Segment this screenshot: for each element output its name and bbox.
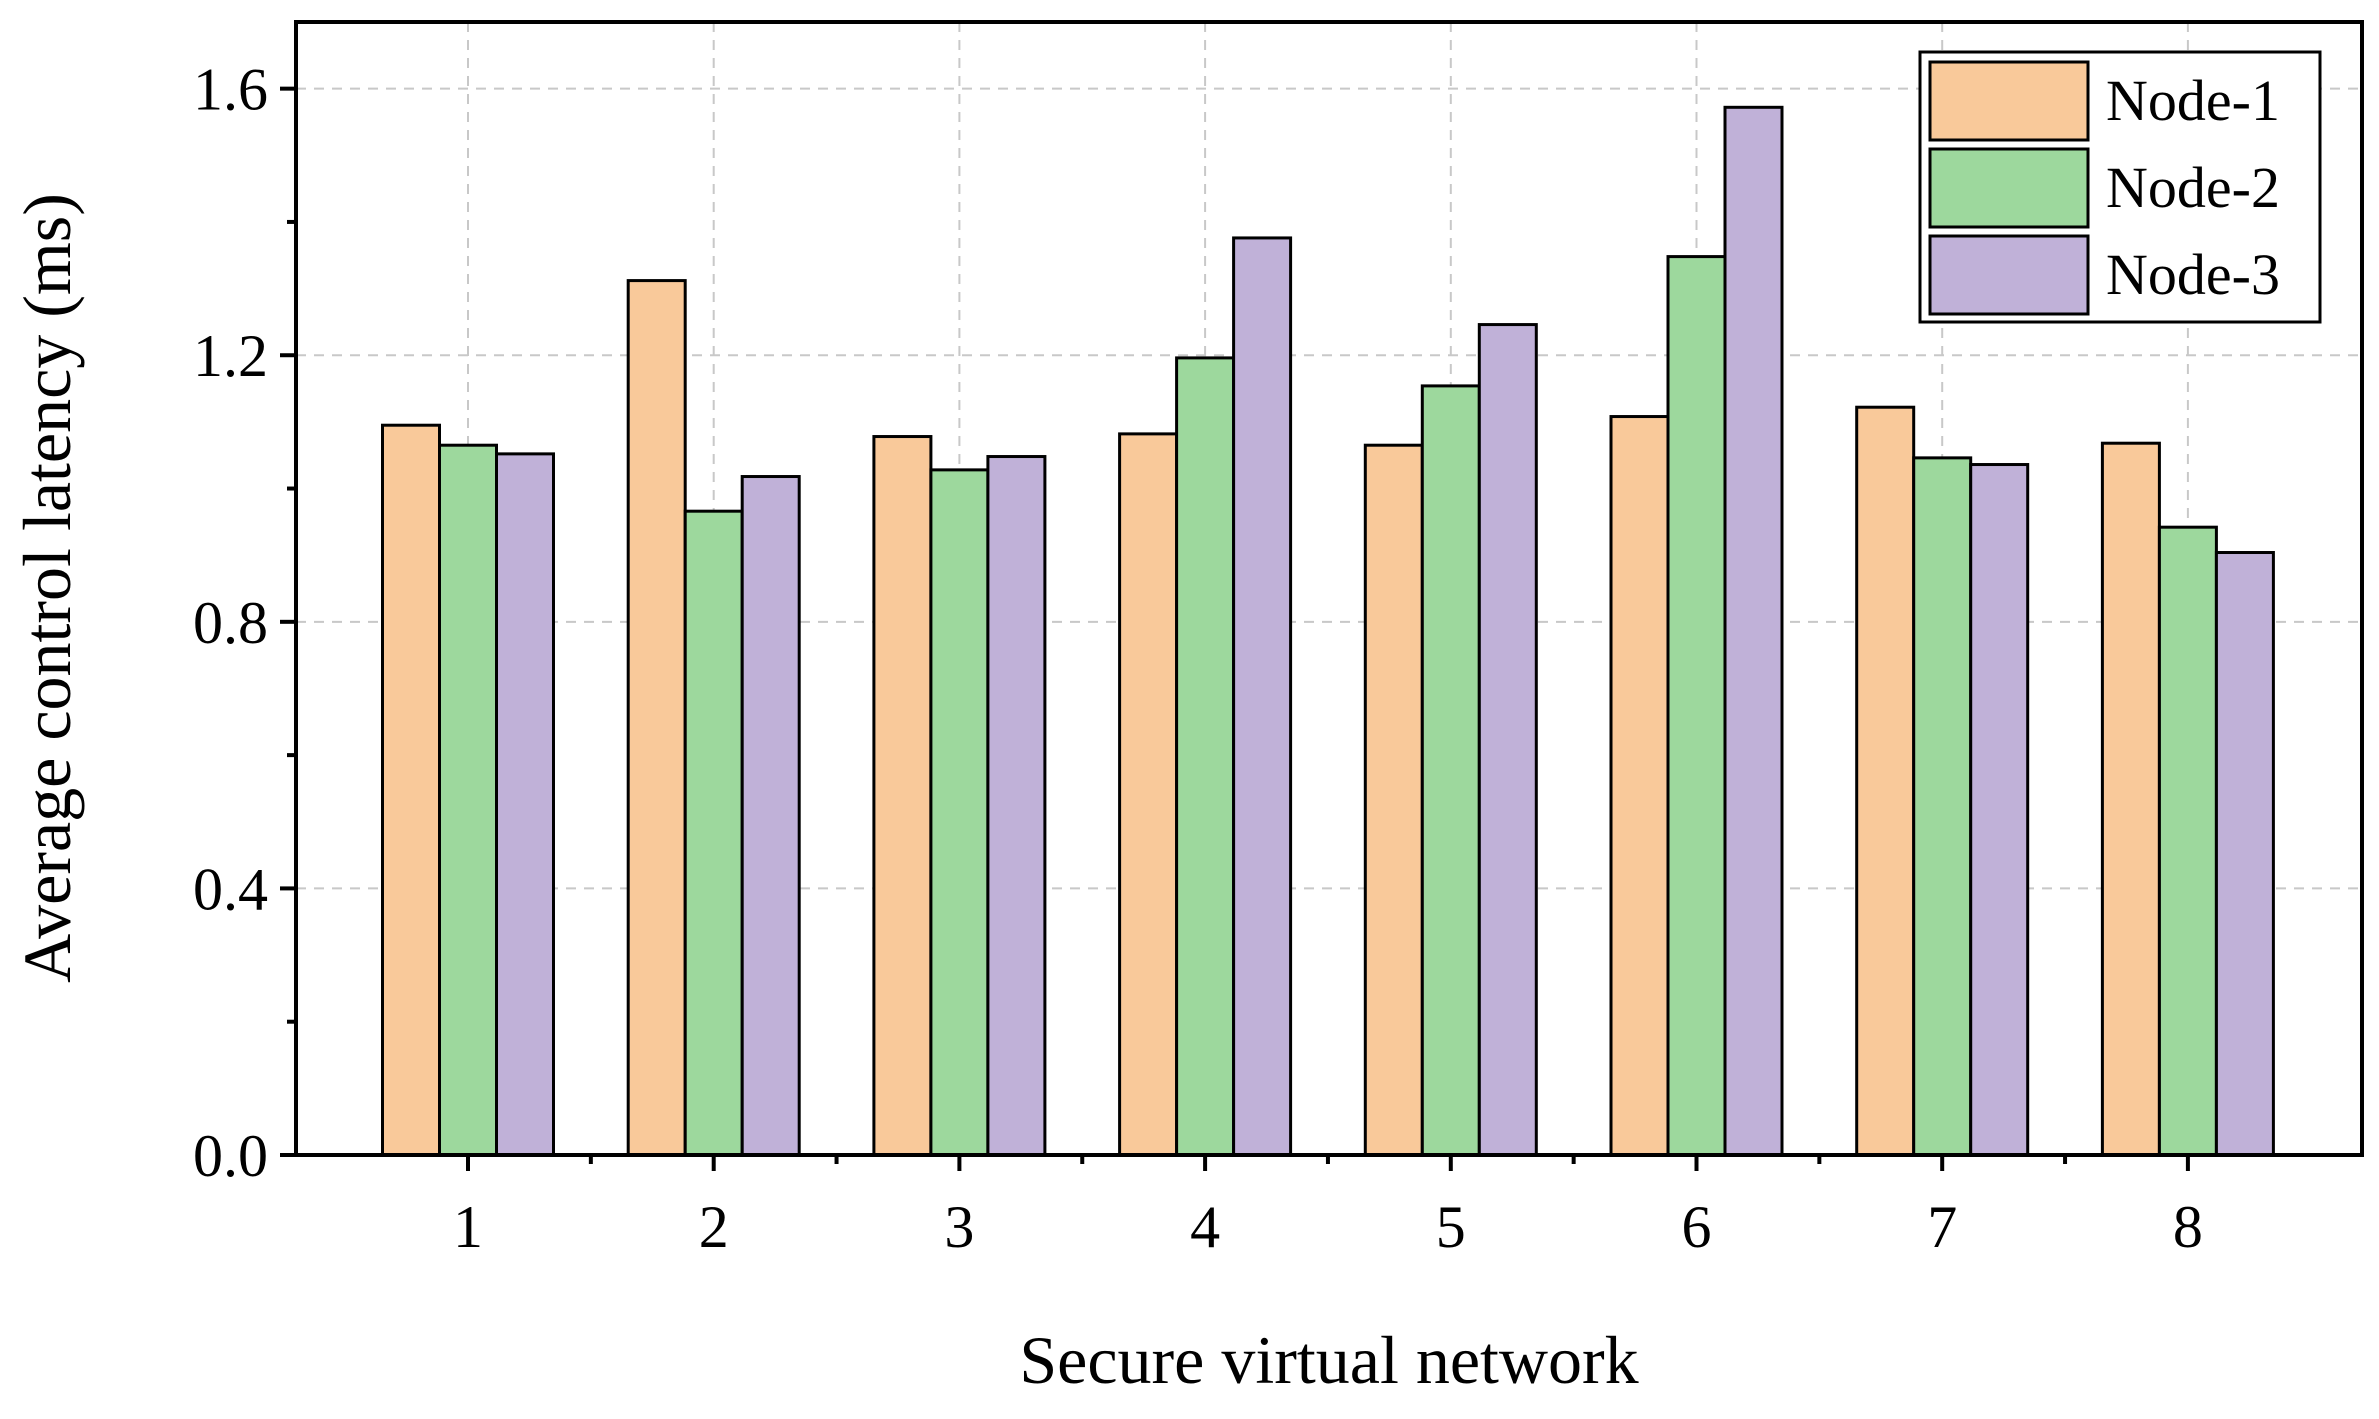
- x-tick-label: 6: [1682, 1194, 1712, 1260]
- bar-node-2-network-1: [438, 443, 498, 1157]
- legend: Node-1 Node-2 Node-3: [1918, 50, 2322, 324]
- bar-node-3-network-8: [2214, 551, 2275, 1157]
- legend-swatch-node-3: [1928, 234, 2090, 316]
- bar-node-3-network-7: [1969, 463, 2030, 1157]
- bar-node-1-network-3: [872, 435, 933, 1157]
- legend-label-node-3: Node-3: [2106, 242, 2280, 307]
- legend-label-node-1: Node-1: [2106, 68, 2280, 133]
- x-tick-label: 7: [1927, 1194, 1957, 1260]
- y-axis-label: Average control latency (ms): [9, 193, 85, 983]
- bar-node-1-network-5: [1363, 443, 1424, 1157]
- bar-node-1-network-7: [1855, 405, 1916, 1157]
- x-tick-label: 1: [453, 1194, 483, 1260]
- bar-node-2-network-4: [1175, 356, 1236, 1157]
- x-tick-label: 5: [1436, 1194, 1466, 1260]
- bar-node-3-network-6: [1723, 105, 1784, 1157]
- bar-node-2-network-8: [2157, 525, 2218, 1157]
- x-tick-label: 8: [2173, 1194, 2203, 1260]
- x-tick-label: 3: [944, 1194, 974, 1260]
- bar-node-3-network-5: [1477, 323, 1538, 1157]
- y-tick-label: 1.2: [193, 323, 268, 389]
- y-tick-label: 0.4: [193, 856, 268, 922]
- x-axis-label: Secure virtual network: [1019, 1322, 1638, 1398]
- bar-node-2-network-7: [1912, 456, 1973, 1157]
- x-tick-label: 2: [699, 1194, 729, 1260]
- bar-node-1-network-8: [2100, 441, 2161, 1157]
- bar-node-3-network-4: [1232, 236, 1293, 1157]
- y-tick-label: 1.6: [193, 57, 268, 123]
- axis-ticks: 0.0 0.4 0.8 1.2 1.6 1 2 3 4 5 6 7 8: [193, 57, 2203, 1260]
- bar-node-2-network-3: [929, 468, 990, 1157]
- bar-node-2-network-5: [1420, 384, 1481, 1157]
- bar-node-2-network-2: [683, 509, 744, 1157]
- bars: [381, 105, 2275, 1157]
- bar-node-2-network-6: [1666, 255, 1727, 1157]
- y-tick-label: 0.0: [193, 1123, 268, 1189]
- bar-node-1-network-6: [1609, 415, 1670, 1157]
- x-tick-label: 4: [1190, 1194, 1220, 1260]
- legend-swatch-node-2: [1928, 147, 2090, 229]
- y-tick-label: 0.8: [193, 590, 268, 656]
- bar-node-3-network-2: [740, 475, 801, 1157]
- legend-swatch-node-1: [1928, 60, 2090, 142]
- bar-node-3-network-1: [495, 452, 555, 1157]
- bar-node-1-network-4: [1118, 432, 1179, 1157]
- legend-label-node-2: Node-2: [2106, 155, 2280, 220]
- bar-node-3-network-3: [986, 455, 1047, 1157]
- bar-node-1-network-1: [381, 423, 441, 1157]
- bar-node-1-network-2: [626, 279, 687, 1157]
